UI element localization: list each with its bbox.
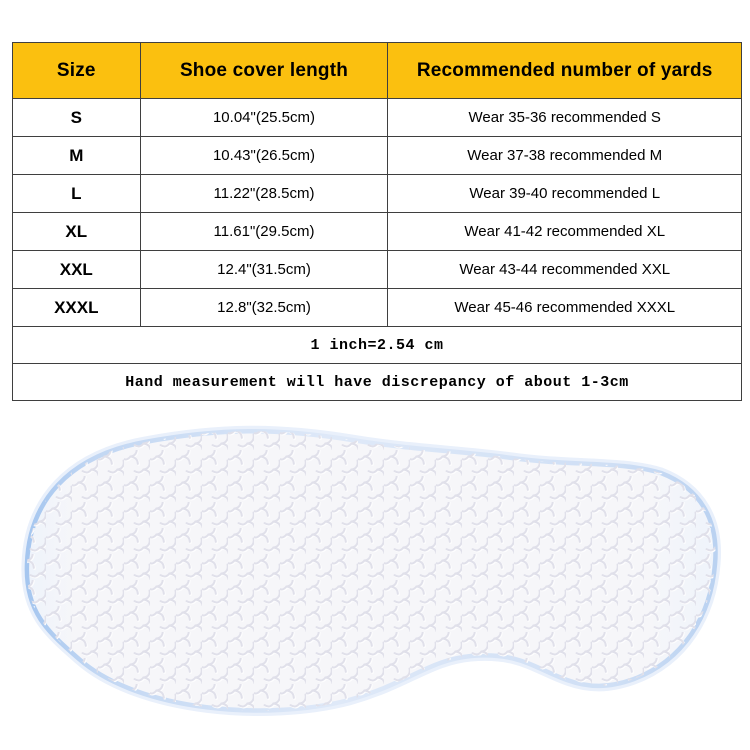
- length-cell: 12.4"(31.5cm): [139, 250, 389, 289]
- header-cell-size: Size: [12, 42, 141, 99]
- length-cell: 11.22"(28.5cm): [139, 174, 389, 213]
- table-row: L 11.22"(28.5cm) Wear 39-40 recommended …: [12, 174, 742, 213]
- note-inch-conversion-text: 1 inch=2.54 cm: [12, 326, 742, 364]
- note-row-measurement-discrepancy: Hand measurement will have discrepancy o…: [12, 363, 742, 401]
- table-row: XXXL 12.8"(32.5cm) Wear 45-46 recommende…: [12, 288, 742, 327]
- sole-tread-texture: [26, 431, 716, 711]
- length-cell: 11.61"(29.5cm): [139, 212, 389, 251]
- table-row: XXL 12.4"(31.5cm) Wear 43-44 recommended…: [12, 250, 742, 289]
- length-cell: 12.8"(32.5cm): [139, 288, 389, 327]
- length-cell: 10.43"(26.5cm): [139, 136, 389, 175]
- yards-cell: Wear 41-42 recommended XL: [387, 212, 742, 251]
- header-cell-length: Shoe cover length: [139, 42, 389, 99]
- size-cell: S: [12, 98, 141, 137]
- table-row: M 10.43"(26.5cm) Wear 37-38 recommended …: [12, 136, 742, 175]
- note-row-inch-conversion: 1 inch=2.54 cm: [12, 326, 742, 364]
- yards-cell: Wear 35-36 recommended S: [387, 98, 742, 137]
- size-cell: M: [12, 136, 141, 175]
- size-cell: L: [12, 174, 141, 213]
- size-chart-table: Size Shoe cover length Recommended numbe…: [12, 42, 742, 401]
- length-cell: 10.04"(25.5cm): [139, 98, 389, 137]
- table-row: S 10.04"(25.5cm) Wear 35-36 recommended …: [12, 98, 742, 137]
- yards-cell: Wear 45-46 recommended XXXL: [387, 288, 742, 327]
- header-cell-yards: Recommended number of yards: [387, 42, 742, 99]
- table-row: XL 11.61"(29.5cm) Wear 41-42 recommended…: [12, 212, 742, 251]
- shoe-sole-image: [20, 424, 726, 718]
- yards-cell: Wear 39-40 recommended L: [387, 174, 742, 213]
- size-cell: XXL: [12, 250, 141, 289]
- note-measurement-discrepancy-text: Hand measurement will have discrepancy o…: [12, 363, 742, 401]
- yards-cell: Wear 37-38 recommended M: [387, 136, 742, 175]
- size-cell: XXXL: [12, 288, 141, 327]
- size-cell: XL: [12, 212, 141, 251]
- shoe-sole-bottom-view-svg: [20, 424, 726, 718]
- table-header-row: Size Shoe cover length Recommended numbe…: [12, 42, 742, 99]
- yards-cell: Wear 43-44 recommended XXL: [387, 250, 742, 289]
